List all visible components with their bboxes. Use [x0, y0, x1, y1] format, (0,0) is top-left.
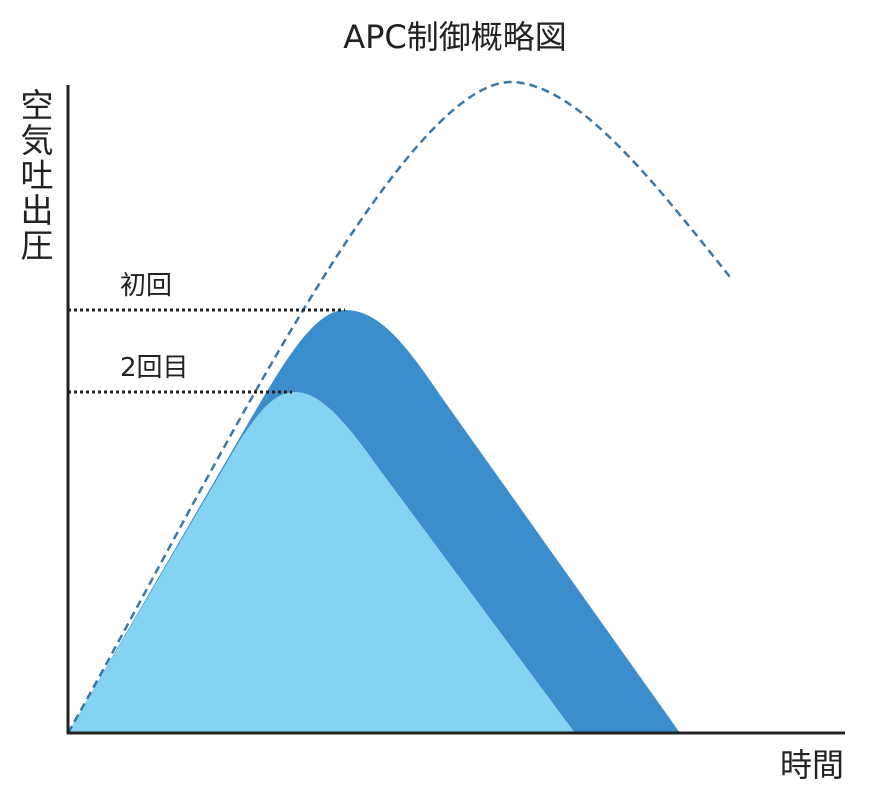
ideal-curve — [66, 80, 731, 734]
annotation-first: 初回 — [120, 271, 172, 301]
title: APC制御概略図 — [343, 18, 567, 56]
annotation-second: 2回目 — [120, 353, 189, 383]
x-axis-label: 時間 — [780, 746, 844, 784]
second-curve-area — [68, 392, 575, 733]
y-axis-label: 空気吐出圧 — [15, 88, 54, 263]
